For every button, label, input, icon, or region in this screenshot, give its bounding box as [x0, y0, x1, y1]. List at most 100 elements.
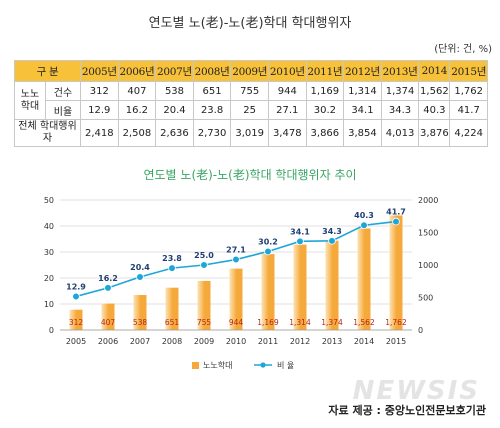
stats-table: 구 분 2005년 2006년 2007년 2008년 2009년 2010년 … [14, 60, 488, 147]
year-header: 2006년 [117, 60, 157, 82]
table-cell: 2,508 [117, 119, 157, 147]
x-tick-label: 2015 [386, 337, 406, 346]
y-right-tick-label: 2000 [418, 196, 438, 205]
year-header: 2012년 [343, 60, 382, 82]
table-cell: 23.8 [192, 100, 232, 120]
y-right-tick-label: 1000 [418, 261, 438, 270]
bar [293, 244, 307, 330]
table-cell: 2,730 [192, 119, 232, 147]
y-left-tick-label: 30 [44, 248, 54, 257]
table-cell: 2,636 [155, 119, 194, 147]
ratio-point [200, 261, 208, 269]
ratio-point [168, 264, 176, 272]
y-left-tick-label: 40 [44, 222, 54, 231]
ratio-value-label: 34.3 [322, 227, 342, 236]
chart-title: 연도별 노(老)-노(老)학대 학대행위자 추이 [143, 168, 357, 182]
ratio-value-label: 27.1 [226, 246, 246, 255]
ratio-value-label: 40.3 [354, 211, 374, 220]
table-cell: 538 [155, 81, 194, 101]
table-cell: 4,224 [449, 119, 488, 147]
watermark: NEWSIS [352, 376, 480, 406]
y-right-tick-label: 500 [418, 294, 433, 303]
bar-value-label: 312 [69, 318, 84, 327]
bar-value-label: 755 [197, 318, 212, 327]
y-right-tick-label: 1500 [418, 229, 438, 238]
year-header: 2011년 [305, 60, 345, 82]
table-cell: 407 [117, 81, 157, 101]
ratio-point [104, 284, 112, 292]
x-tick-label: 2013 [322, 337, 342, 346]
year-header: 2014 [418, 60, 451, 82]
y-right-tick-label: 0 [418, 326, 423, 335]
ratio-point [360, 221, 368, 230]
table-cell: 4,013 [380, 119, 420, 147]
table-cell: 1,374 [380, 81, 420, 101]
year-header: 2010년 [267, 60, 307, 82]
page-title: 연도별 노(老)-노(老)학대 학대행위자 [148, 16, 352, 31]
table-cell: 12.9 [80, 100, 119, 120]
legend-line-marker [260, 362, 266, 368]
ratio-point [264, 247, 272, 256]
table-cell: 1,314 [343, 81, 382, 101]
table-cell: 41.7 [449, 100, 488, 120]
x-tick-label: 2007 [130, 337, 150, 346]
bar [389, 215, 403, 330]
table-cell: 16.2 [117, 100, 157, 120]
y-left-tick-label: 50 [44, 196, 54, 205]
ratio-point [296, 237, 304, 246]
source-credit: 자료 제공 : 중앙노인전문보호기관 [328, 404, 486, 417]
x-tick-label: 2011 [258, 337, 278, 346]
bar-value-label: 1,169 [257, 318, 279, 327]
year-header: 2007년 [155, 60, 194, 82]
table-cell: 20.4 [155, 100, 194, 120]
legend-bar-label: 노노학대 [203, 360, 232, 370]
ratio-value-label: 12.9 [66, 282, 86, 291]
ratio-value-label: 41.7 [386, 208, 406, 217]
bar-value-label: 651 [165, 318, 180, 327]
table-cell: 25 [230, 100, 269, 120]
year-header: 2008년 [192, 60, 232, 82]
table-row-count: 노노 학대 건수 312 407 538 651 755 944 1,169 1… [14, 81, 488, 120]
table-cell: 651 [192, 81, 232, 101]
ratio-value-label: 23.8 [162, 254, 182, 263]
year-header: 2009년 [230, 60, 269, 82]
table-cell: 27.1 [267, 100, 307, 120]
x-tick-label: 2006 [98, 337, 118, 346]
y-left-tick-label: 20 [44, 274, 54, 283]
ratio-value-label: 30.2 [258, 237, 278, 246]
table-cell: 944 [267, 81, 307, 101]
ratio-value-label: 16.2 [98, 274, 118, 283]
row-label: 건수 [45, 81, 81, 101]
x-tick-label: 2014 [354, 337, 374, 346]
x-tick-label: 2012 [290, 337, 310, 346]
legend-bar-swatch [192, 362, 199, 369]
year-header: 2015년 [449, 60, 488, 82]
bar-value-label: 538 [133, 318, 148, 327]
table-cell: 3,876 [418, 119, 451, 147]
total-label: 전체 학대행위자 [14, 119, 81, 147]
bar-value-label: 1,762 [385, 318, 407, 327]
bar [197, 280, 211, 330]
table-row-total: 전체 학대행위자 2,418 2,508 2,636 2,730 3,019 3… [14, 119, 488, 147]
x-tick-label: 2005 [66, 337, 86, 346]
table-cell: 755 [230, 81, 269, 101]
bar-value-label: 944 [229, 318, 244, 327]
bar [69, 309, 83, 330]
ratio-point [232, 255, 240, 264]
table-cell: 40.3 [418, 100, 451, 120]
table-header-label: 구 분 [14, 60, 81, 82]
y-left-tick-label: 0 [49, 326, 54, 335]
table-cell: 1,169 [305, 81, 345, 101]
x-tick-label: 2010 [226, 337, 246, 346]
unit-label: (단위: 건, %) [434, 44, 492, 55]
x-tick-label: 2008 [162, 337, 182, 346]
year-header: 2005년 [80, 60, 119, 82]
combo-chart: 312 407 538 651 755 944 1,169 1,314 1,374 1,562 1,… [44, 196, 439, 370]
ratio-point [328, 237, 336, 245]
year-header: 2013년 [380, 60, 420, 82]
bar [229, 268, 243, 330]
bar [261, 254, 275, 330]
ratio-point [392, 217, 400, 226]
table-cell: 34.3 [380, 100, 420, 120]
bar [165, 287, 179, 330]
